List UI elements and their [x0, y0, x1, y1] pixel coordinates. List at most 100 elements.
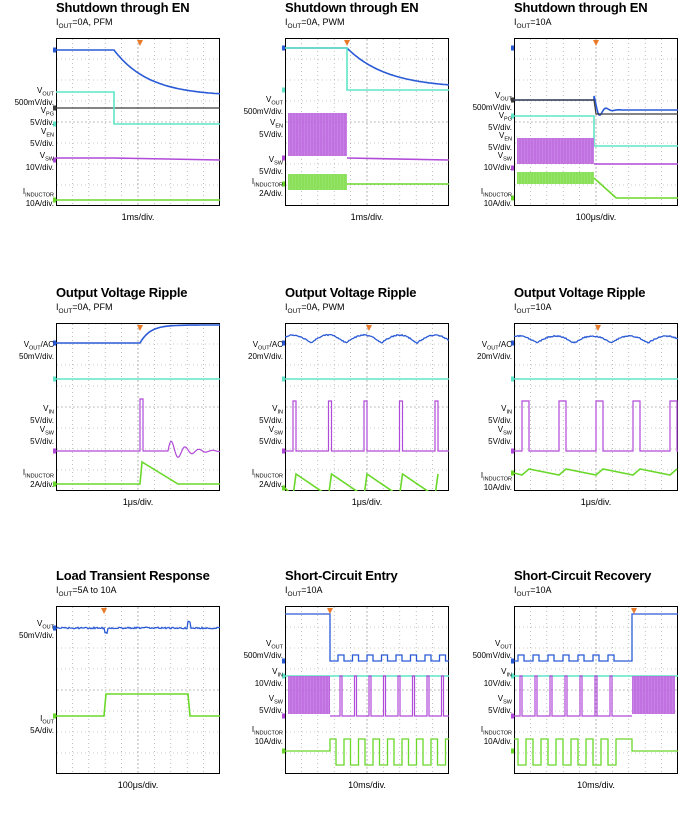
test-condition: IOUT=10A — [285, 585, 323, 598]
channel-scale: 50mV/div. — [19, 632, 54, 641]
channel-name: IINDUCTOR — [252, 177, 283, 186]
scope-screen — [514, 323, 678, 491]
channel-subscript: OUT — [271, 645, 283, 651]
timebase-label: 1μs/div. — [514, 497, 678, 507]
test-condition: IOUT=10A — [514, 302, 552, 315]
channel-scale: 10A/div. — [481, 200, 512, 209]
channel-name: VSW — [269, 425, 283, 434]
condition-value: =10A — [530, 17, 551, 27]
condition-value: =0A, PWM — [301, 302, 344, 312]
channel-marker — [53, 48, 56, 53]
channel-subscript: INDUCTOR — [483, 193, 512, 199]
scope-screen — [285, 323, 449, 491]
chart-title: Load Transient Response — [56, 568, 210, 583]
timebase-label: 1ms/div. — [285, 212, 449, 222]
chart-title: Shutdown through EN — [56, 0, 189, 15]
channel-scale: 5V/div. — [259, 707, 283, 716]
channel-subscript: INDUCTOR — [483, 731, 512, 737]
chart-title: Short-Circuit Entry — [285, 568, 397, 583]
channel-marker — [282, 449, 285, 454]
condition-value: =10A — [530, 585, 551, 595]
channel-subscript: SW — [274, 700, 283, 706]
scope-panel: Shutdown through EN IOUT=0A, PFM VOUT 500mV… — [0, 0, 229, 267]
channel-label: IINDUCTOR 2A/div. — [252, 178, 283, 199]
channel-name: VPG — [499, 111, 512, 120]
channel-subscript: PG — [504, 117, 512, 123]
scope-panel: Shutdown through EN IOUT=10A VOUT 500mV/div… — [458, 0, 687, 267]
channel-name: IINDUCTOR — [481, 187, 512, 196]
channel-label: IINDUCTOR 10A/div. — [481, 472, 512, 493]
trace-vsw — [517, 138, 594, 164]
channel-subscript: OUT — [487, 346, 499, 352]
channel-suffix: /AC — [41, 340, 54, 349]
trace-vsw — [288, 676, 330, 714]
scope-waveform-svg — [510, 38, 678, 206]
channel-label: VIN 5V/div. — [488, 405, 512, 426]
condition-value: =10A — [530, 302, 551, 312]
channel-subscript: OUT — [258, 346, 270, 352]
channel-label: VSW 5V/div. — [488, 426, 512, 447]
channel-name: VEN — [41, 127, 54, 136]
trace-vsw-block — [632, 676, 675, 714]
channel-subscript: OUT — [500, 97, 512, 103]
channel-label: VOUT 500mV/div. — [244, 96, 283, 117]
channel-scale: 5V/div. — [259, 131, 283, 140]
scope-panel: Output Voltage Ripple IOUT=10A VOUT/AC 20mV… — [458, 285, 687, 552]
scope-waveform-svg — [281, 606, 449, 774]
channel-marker — [282, 46, 285, 51]
test-condition: IOUT=10A — [514, 585, 552, 598]
channel-scale: 5V/div. — [488, 438, 512, 447]
channel-subscript: SW — [503, 431, 512, 437]
channel-label: IINDUCTOR 10A/div. — [481, 726, 512, 747]
channel-name: VIN — [272, 404, 283, 413]
channel-subscript: IN — [507, 410, 513, 416]
channel-scale: 10A/div. — [481, 484, 512, 493]
channel-scale: 5A/div. — [30, 727, 54, 736]
channel-subscript: SW — [45, 157, 54, 163]
test-condition: IOUT=0A, PFM — [56, 17, 113, 30]
channel-name: VOUT/AC — [24, 340, 54, 349]
channel-label: VSW 5V/div. — [30, 426, 54, 447]
timebase-label: 1μs/div. — [285, 497, 449, 507]
channel-marker — [511, 749, 514, 754]
channel-label: IINDUCTOR 10A/div. — [481, 188, 512, 209]
channel-subscript: OUT — [42, 625, 54, 631]
channel-marker — [53, 449, 56, 454]
scope-waveform-svg — [510, 323, 678, 491]
channel-label: VIN 10V/div. — [484, 668, 512, 689]
timebase-label: 100μs/div. — [56, 780, 220, 790]
channel-subscript: INDUCTOR — [25, 474, 54, 480]
channel-scale: 5V/div. — [488, 707, 512, 716]
channel-name: IOUT — [40, 714, 54, 723]
channel-subscript: OUT — [29, 346, 41, 352]
channel-scale: 5V/div. — [30, 140, 54, 149]
scope-waveform-svg — [510, 606, 678, 774]
channel-subscript: INDUCTOR — [254, 731, 283, 737]
scope-panel: Shutdown through EN IOUT=0A, PWM VOUT 500mV… — [229, 0, 458, 267]
channel-scale: 50mV/div. — [19, 353, 54, 362]
condition-subscript: OUT — [517, 591, 531, 598]
channel-marker — [53, 377, 56, 382]
channel-subscript: OUT — [42, 92, 54, 98]
channel-name: VSW — [498, 694, 512, 703]
condition-subscript: OUT — [288, 308, 302, 315]
scope-screen — [56, 323, 220, 491]
channel-scale: 10A/div. — [23, 200, 54, 209]
test-condition: IOUT=0A, PFM — [56, 302, 113, 315]
condition-subscript: OUT — [517, 308, 531, 315]
chart-title: Short-Circuit Recovery — [514, 568, 651, 583]
scope-screen — [56, 38, 220, 206]
condition-subscript: OUT — [517, 23, 531, 30]
channel-name: VPG — [41, 106, 54, 115]
trace-iinductor — [517, 172, 594, 184]
condition-value: =0A, PFM — [72, 302, 112, 312]
channel-scale: 5V/div. — [259, 168, 283, 177]
scope-screen — [514, 38, 678, 206]
channel-label: VOUT 500mV/div. — [473, 640, 512, 661]
channel-label: VSW 5V/div. — [259, 426, 283, 447]
condition-subscript: OUT — [59, 591, 73, 598]
channel-subscript: PG — [46, 112, 54, 118]
scope-waveform-svg — [281, 38, 449, 206]
channel-subscript: IN — [507, 673, 513, 679]
channel-marker — [511, 46, 514, 51]
